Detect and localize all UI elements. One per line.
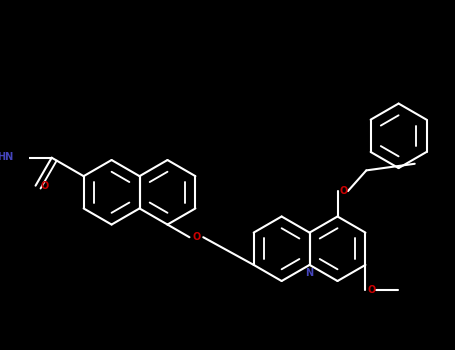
Text: N: N — [305, 268, 313, 278]
Text: O: O — [40, 181, 48, 191]
Text: HN: HN — [0, 152, 14, 162]
Text: O: O — [367, 285, 375, 295]
Text: O: O — [339, 186, 348, 196]
Text: O: O — [192, 232, 201, 242]
